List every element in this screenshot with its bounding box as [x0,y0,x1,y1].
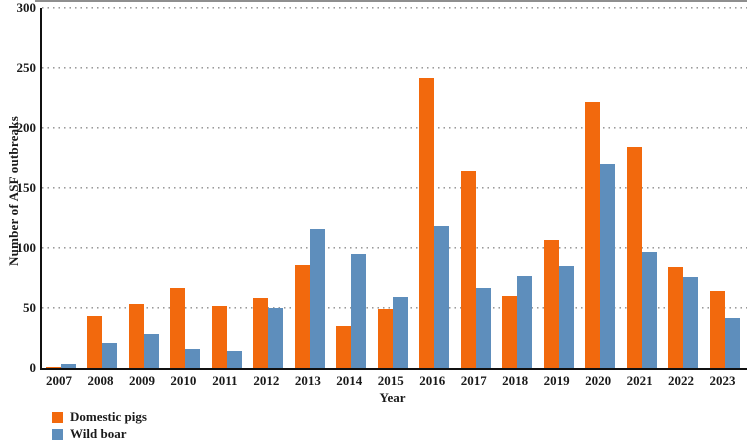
domestic-pigs-swatch-icon [52,411,63,423]
x-tick-2009: 2009 [128,373,155,388]
bar-domestic-pigs-2015 [377,309,393,368]
x-axis-ticks: 2007 2008 2009 2010 2011 2012 2013 2014 2015 2016… [40,373,745,390]
bar-domestic-pigs-2011 [211,305,227,368]
x-tick-2020: 2020 [585,373,612,388]
bar-wild-boar-2017 [475,287,491,368]
x-tick-2014: 2014 [336,373,363,388]
gridline-100 [42,247,747,249]
y-tick-50: 50 [23,300,36,315]
y-tick-150: 150 [16,180,37,195]
legend-label-domestic-pigs: Domestic pigs [70,409,147,424]
x-tick-2023: 2023 [709,373,736,388]
x-tick-2019: 2019 [543,373,570,388]
x-tick-2022: 2022 [668,373,695,388]
gridline-200 [42,127,747,129]
legend: Domestic pigs Wild boar [52,409,147,442]
bar-domestic-pigs-2008 [87,316,103,368]
bar-wild-boar-2009 [143,334,159,368]
y-tick-200: 200 [16,120,37,135]
bar-wild-boar-2020 [600,164,616,368]
x-tick-2015: 2015 [377,373,404,388]
x-tick-2013: 2013 [294,373,321,388]
window-edge-artifact [35,0,747,2]
bar-wild-boar-2010 [185,348,201,368]
x-tick-2012: 2012 [253,373,280,388]
y-axis-ticks: 0 50 100 150 200 250 300 [0,1,37,375]
bar-domestic-pigs-2010 [170,287,186,368]
bar-wild-boar-2011 [226,351,242,368]
bar-wild-boar-2012 [268,308,284,368]
x-axis-title: Year [379,390,406,405]
bar-wild-boar-2013 [309,228,325,368]
bar-domestic-pigs-2017 [460,171,476,368]
x-tick-2010: 2010 [170,373,197,388]
wild-boar-swatch-icon [52,428,63,440]
x-tick-2018: 2018 [502,373,529,388]
bar-wild-boar-2019 [558,266,574,368]
bar-wild-boar-2021 [641,251,657,368]
bar-wild-boar-2023 [724,317,740,368]
bar-wild-boar-2022 [683,276,699,368]
bar-wild-boar-2007 [61,364,76,368]
y-tick-0: 0 [29,360,37,375]
bar-wild-boar-2016 [434,226,450,368]
y-tick-250: 250 [16,60,37,75]
bar-domestic-pigs-2013 [294,264,310,368]
plot-area [40,7,747,370]
legend-item-domestic-pigs: Domestic pigs [52,409,147,425]
legend-item-wild-boar: Wild boar [52,426,147,442]
bar-domestic-pigs-2022 [668,267,684,368]
bar-wild-boar-2008 [102,342,118,368]
legend-label-wild-boar: Wild boar [70,426,127,441]
bar-domestic-pigs-2019 [543,239,559,368]
gridline-250 [42,67,747,69]
bar-domestic-pigs-2016 [419,77,435,368]
x-tick-2008: 2008 [87,373,114,388]
x-tick-2007: 2007 [46,373,72,388]
bar-domestic-pigs-2021 [626,147,642,368]
x-tick-2017: 2017 [460,373,487,388]
y-tick-300: 300 [16,0,37,15]
x-tick-2011: 2011 [212,373,238,388]
bar-domestic-pigs-2007 [46,366,61,368]
bar-domestic-pigs-2012 [253,298,269,368]
bar-domestic-pigs-2020 [585,101,601,368]
bar-wild-boar-2018 [517,275,533,368]
y-tick-100: 100 [16,240,37,255]
bar-domestic-pigs-2023 [709,291,725,368]
bar-wild-boar-2014 [351,254,367,368]
x-tick-2016: 2016 [419,373,446,388]
bar-domestic-pigs-2018 [502,296,518,368]
bar-domestic-pigs-2014 [336,326,352,368]
x-tick-2021: 2021 [626,373,653,388]
gridline-150 [42,187,747,189]
bar-wild-boar-2015 [392,297,408,368]
gridline-300 [42,7,747,9]
bar-domestic-pigs-2009 [128,304,144,368]
